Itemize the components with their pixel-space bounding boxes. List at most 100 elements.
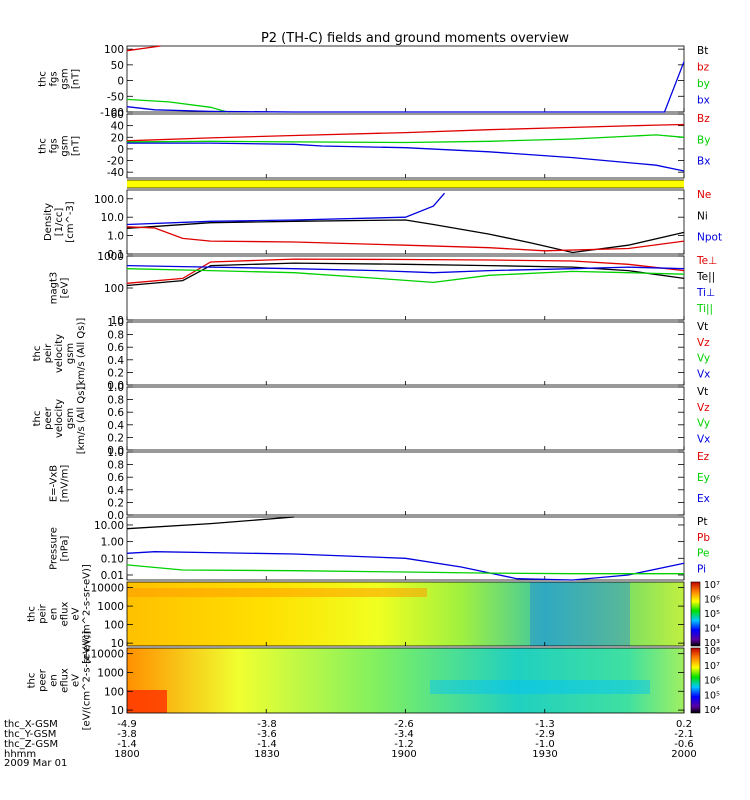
series-line-Bx bbox=[127, 142, 685, 172]
series-line-Pi bbox=[126, 551, 685, 581]
y-axis-label-line: eflux bbox=[60, 602, 71, 627]
colorbar-label: 10⁷ bbox=[704, 661, 720, 672]
x-axis-tick-label: -2.6 bbox=[394, 719, 414, 730]
legend-item: Vt bbox=[697, 321, 708, 333]
series-line-Npot bbox=[126, 192, 445, 226]
colorbar-label: 10⁵ bbox=[704, 609, 720, 620]
y-axis-label-line: eV bbox=[71, 674, 82, 687]
x-axis-tick-label: -1.3 bbox=[535, 719, 555, 730]
series-line-bz bbox=[126, 45, 161, 52]
y-tick-label: 100 bbox=[104, 283, 124, 295]
legend-item: Pb bbox=[697, 532, 710, 544]
y-axis-label-line: [nT] bbox=[71, 69, 82, 89]
x-axis-tick-label: -1.2 bbox=[394, 739, 414, 750]
y-axis-label-line: Pressure bbox=[49, 527, 60, 570]
colorbar-label: 10⁶ bbox=[704, 676, 720, 687]
y-tick-label: 10 bbox=[111, 638, 124, 650]
legend-item: Pe bbox=[697, 548, 709, 560]
legend-item: Te|| bbox=[696, 271, 715, 283]
y-axis-label-line: eV bbox=[71, 607, 82, 620]
y-tick-label: 0.10 bbox=[101, 553, 124, 565]
series-line-Pe bbox=[126, 564, 684, 575]
figure-title: P2 (TH-C) fields and ground moments over… bbox=[261, 31, 569, 46]
y-tick-label: -50 bbox=[107, 91, 124, 103]
y-axis-label-line: thc bbox=[38, 71, 49, 87]
y-axis-label-line: [mV/m] bbox=[60, 465, 71, 503]
colorbar-label: 10⁴ bbox=[704, 705, 720, 716]
y-tick-label: 0.6 bbox=[107, 472, 124, 484]
series-line-bx bbox=[126, 61, 685, 113]
x-axis-tick-label: -0.6 bbox=[674, 739, 694, 750]
legend-item: Ne bbox=[697, 189, 711, 201]
y-tick-label: 0.0 bbox=[107, 510, 124, 522]
ion-spectrogram-blue-patch bbox=[530, 582, 630, 646]
y-tick-label: 0.01 bbox=[101, 570, 124, 582]
series-line-By bbox=[126, 134, 685, 144]
panel-frame bbox=[126, 451, 685, 516]
y-axis-label-line: [nPa] bbox=[60, 535, 71, 561]
y-tick-label: 100 bbox=[104, 620, 124, 632]
y-axis-label-line: fgs bbox=[49, 71, 60, 86]
x-axis-row-label: hhmm bbox=[4, 749, 36, 760]
y-tick-label: 0.8 bbox=[107, 460, 124, 472]
panel-frame bbox=[126, 321, 685, 386]
y-tick-label: 1.0 bbox=[107, 447, 124, 459]
legend-item: bx bbox=[697, 95, 710, 107]
legend-item: Ni bbox=[697, 210, 708, 222]
y-tick-label: 1.00 bbox=[101, 537, 124, 549]
colorbar-label: 10⁸ bbox=[704, 646, 720, 657]
y-axis-label-line: [nT] bbox=[71, 136, 82, 156]
y-tick-label: 1000 bbox=[97, 251, 124, 263]
colorbar-label: 10⁷ bbox=[704, 580, 720, 591]
y-tick-label: -100 bbox=[100, 107, 124, 119]
y-axis-label-line: thc bbox=[38, 138, 49, 154]
x-axis-tick-label: 0.2 bbox=[676, 719, 692, 730]
y-tick-label: 0.0 bbox=[107, 380, 124, 392]
y-tick-label: 0.6 bbox=[107, 342, 124, 354]
y-axis-label-line: thc bbox=[32, 346, 43, 362]
y-axis-label-line: thc bbox=[32, 411, 43, 427]
x-axis-tick-label: 2000 bbox=[671, 749, 696, 760]
series-line-Ti bbox=[126, 268, 685, 284]
x-axis-tick-label: -2.1 bbox=[674, 729, 694, 740]
panel-frame bbox=[126, 189, 685, 255]
colorbar-label: 10⁶ bbox=[704, 595, 720, 606]
x-axis-tick-label: -1.0 bbox=[535, 739, 555, 750]
legend-item: Vy bbox=[697, 418, 710, 430]
y-tick-label: 1000 bbox=[97, 667, 124, 679]
y-tick-label: 50 bbox=[111, 60, 124, 72]
y-tick-label: 100 bbox=[104, 44, 124, 56]
x-axis-tick-label: 1800 bbox=[114, 749, 139, 760]
series-line-Te bbox=[126, 258, 685, 284]
panel-9: 10000 1000 100 10 thc peir en eflux eV [eV/(cm^2-… bbox=[27, 564, 721, 664]
x-axis-tick-label: 1900 bbox=[391, 749, 416, 760]
y-tick-label: 0 bbox=[117, 76, 124, 88]
y-axis-label-line: [cm^-3] bbox=[65, 201, 76, 242]
legend-item: bz bbox=[697, 62, 710, 74]
y-axis-label-line: thc bbox=[27, 606, 38, 622]
y-tick-label: 60 bbox=[111, 109, 124, 121]
colorbar-label: 10⁵ bbox=[704, 690, 720, 701]
y-tick-label: 0.8 bbox=[107, 330, 124, 342]
y-axis-label-line: [eV] bbox=[60, 278, 71, 299]
x-axis-row-label: thc_Z-GSM bbox=[4, 739, 58, 750]
y-axis-label-line: magt3 bbox=[49, 272, 60, 305]
y-tick-label: -20 bbox=[107, 156, 124, 168]
y-axis-label-line: eflux bbox=[60, 668, 71, 693]
electron-spectrogram-cyan-band bbox=[430, 680, 650, 694]
series-line-Pt bbox=[126, 516, 295, 530]
y-tick-label: 0.2 bbox=[107, 432, 124, 444]
y-axis-label-line: gsm bbox=[60, 68, 71, 89]
panel-1: 100 50 0 -50 -100 thc fgs gsm [nT] Bt bz by bx bbox=[38, 44, 710, 119]
y-axis-label-line: gsm bbox=[60, 135, 71, 156]
legend-item: Pt bbox=[697, 516, 707, 528]
colorbar-label: 10³ bbox=[704, 638, 720, 649]
y-tick-label: 1.0 bbox=[107, 231, 124, 243]
y-tick-label: 10000 bbox=[91, 583, 124, 595]
series-line-Bz bbox=[126, 123, 685, 142]
panel-frame bbox=[126, 386, 685, 451]
status-bar bbox=[127, 180, 684, 188]
